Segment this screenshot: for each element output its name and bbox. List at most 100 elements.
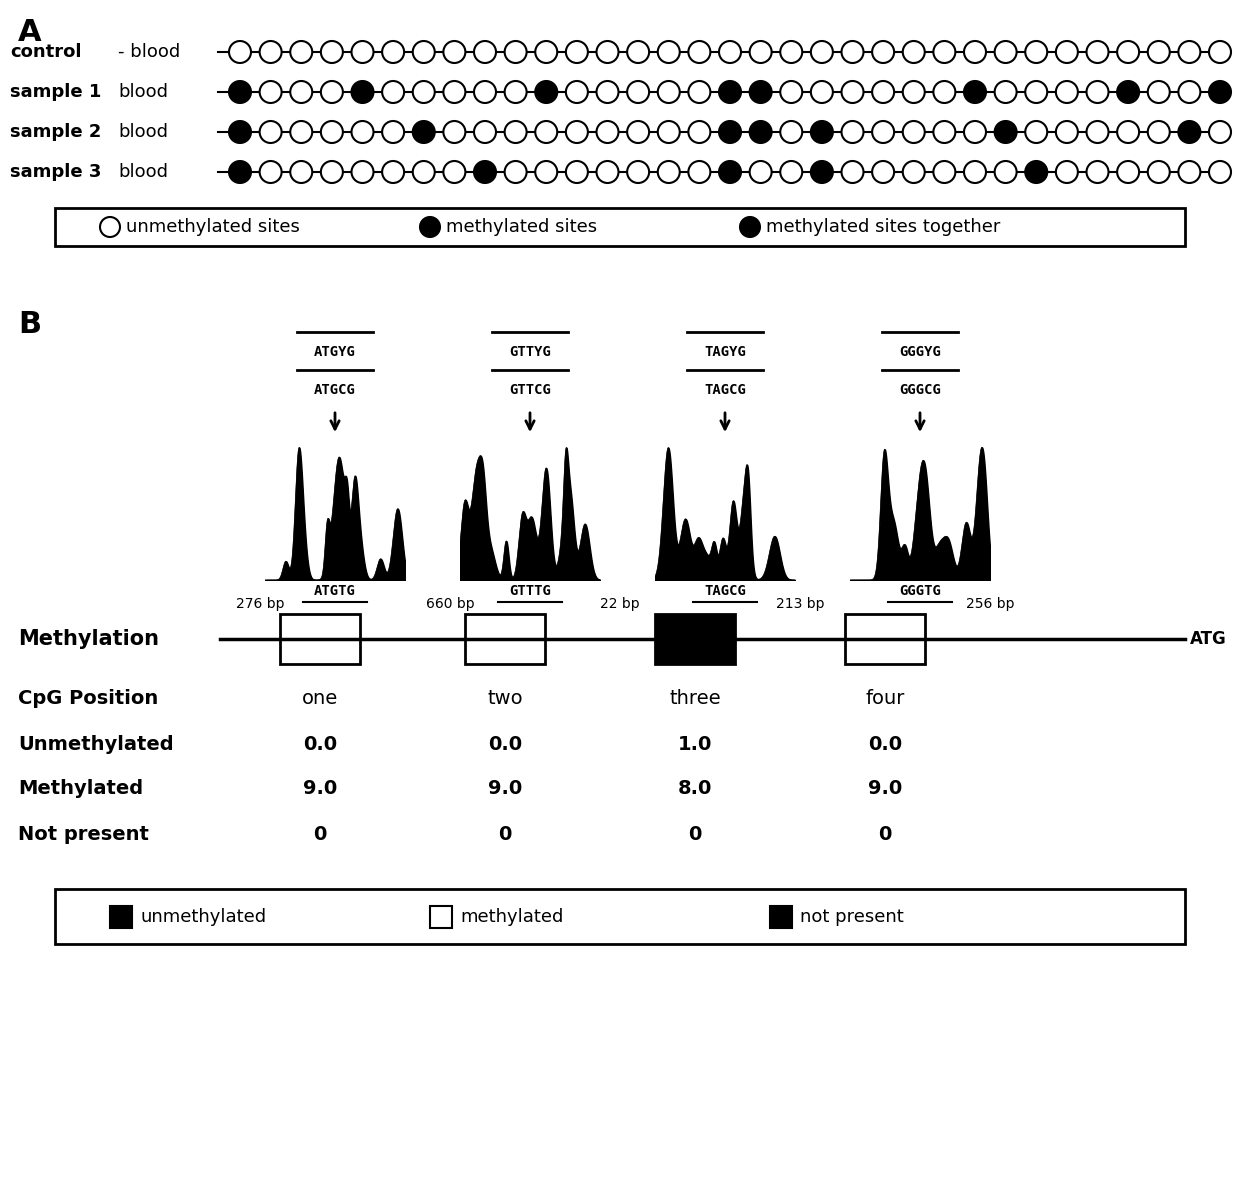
Text: A: A [19,18,42,47]
Circle shape [657,41,680,63]
Circle shape [229,41,250,63]
Circle shape [903,82,925,103]
Text: 0.0: 0.0 [303,734,337,753]
Circle shape [474,161,496,183]
Circle shape [290,41,312,63]
Circle shape [229,161,250,183]
Circle shape [321,121,343,143]
Text: 1.0: 1.0 [678,734,712,753]
Circle shape [719,121,742,143]
Text: TAGCG: TAGCG [704,584,746,598]
Text: TAGYG: TAGYG [704,345,746,359]
Circle shape [627,41,649,63]
Circle shape [474,41,496,63]
Circle shape [505,121,527,143]
Circle shape [811,121,833,143]
Circle shape [740,217,760,238]
Text: 0: 0 [878,825,892,844]
Circle shape [1025,161,1048,183]
Circle shape [290,121,312,143]
Text: 276 bp: 276 bp [236,597,284,611]
Text: 9.0: 9.0 [303,779,337,799]
Circle shape [1148,121,1169,143]
Text: 0.0: 0.0 [868,734,901,753]
Circle shape [505,82,527,103]
Text: 0: 0 [314,825,326,844]
Circle shape [780,82,802,103]
Text: 0: 0 [688,825,702,844]
Circle shape [750,121,771,143]
Circle shape [963,121,986,143]
Circle shape [627,121,649,143]
Circle shape [994,82,1017,103]
Circle shape [1086,82,1109,103]
Circle shape [750,41,771,63]
Circle shape [351,41,373,63]
Circle shape [811,82,833,103]
Circle shape [565,121,588,143]
Circle shape [1056,161,1078,183]
Circle shape [474,121,496,143]
Text: methylated sites: methylated sites [446,217,598,236]
Circle shape [872,121,894,143]
Circle shape [688,161,711,183]
Text: 256 bp: 256 bp [966,597,1014,611]
Text: 8.0: 8.0 [678,779,712,799]
Circle shape [903,41,925,63]
Text: GTTTG: GTTTG [510,584,551,598]
Circle shape [596,82,619,103]
Circle shape [536,41,557,63]
Circle shape [1056,41,1078,63]
Circle shape [474,82,496,103]
Text: ATGTG: ATGTG [314,584,356,598]
Circle shape [994,41,1017,63]
Circle shape [1117,161,1140,183]
Circle shape [100,217,120,238]
Circle shape [1086,121,1109,143]
Circle shape [1025,121,1048,143]
Circle shape [259,121,281,143]
Text: 660 bp: 660 bp [425,597,475,611]
Bar [430,905,453,928]
Circle shape [719,82,742,103]
Circle shape [872,161,894,183]
Circle shape [536,161,557,183]
Circle shape [688,82,711,103]
Circle shape [565,161,588,183]
Bar [465,613,546,664]
Text: 0.0: 0.0 [487,734,522,753]
Circle shape [444,161,465,183]
Circle shape [842,121,863,143]
Bar [55,889,1185,944]
Circle shape [321,41,343,63]
Circle shape [811,41,833,63]
Circle shape [321,82,343,103]
Circle shape [811,161,833,183]
Circle shape [934,121,955,143]
Circle shape [1178,82,1200,103]
Circle shape [1178,41,1200,63]
Text: GGGCG: GGGCG [899,383,941,397]
Circle shape [351,161,373,183]
Text: CpG Position: CpG Position [19,689,159,708]
Circle shape [382,41,404,63]
Circle shape [1148,82,1169,103]
Text: 22 bp: 22 bp [600,597,640,611]
Text: blood: blood [118,83,167,100]
Text: not present: not present [800,908,904,926]
Circle shape [719,161,742,183]
Circle shape [1025,82,1048,103]
Circle shape [994,121,1017,143]
Circle shape [382,82,404,103]
Circle shape [536,121,557,143]
Circle shape [596,121,619,143]
Circle shape [1209,161,1231,183]
Circle shape [872,82,894,103]
Circle shape [963,41,986,63]
Text: GGGTG: GGGTG [899,584,941,598]
Circle shape [444,82,465,103]
Circle shape [627,161,649,183]
Circle shape [444,41,465,63]
Circle shape [229,82,250,103]
Circle shape [290,161,312,183]
